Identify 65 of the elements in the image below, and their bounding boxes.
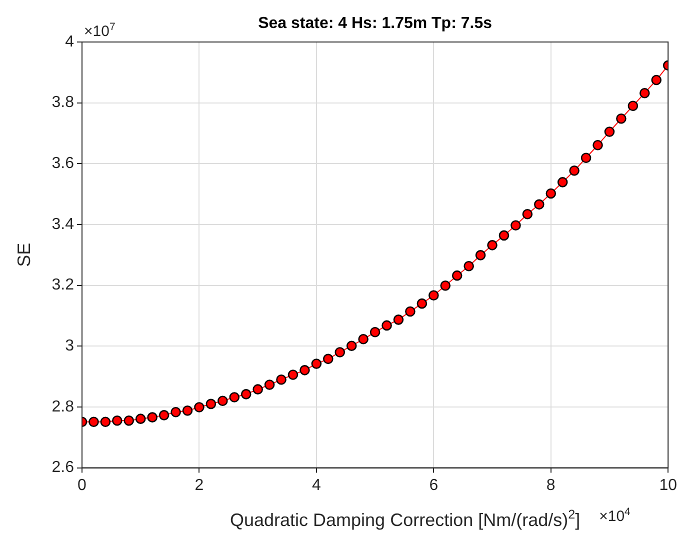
point [405,306,416,317]
x-tick-label: 2 [194,476,204,494]
point [475,250,486,260]
point [616,113,626,124]
point [264,380,275,390]
point [592,140,603,150]
point [240,389,252,400]
point [323,354,334,364]
point [334,347,346,358]
point [393,314,404,325]
point [510,220,521,231]
point [206,398,216,410]
x-tick-label: 10 [659,476,678,494]
point [288,370,298,380]
point [147,412,158,422]
y-tick-label: 3.4 [52,216,74,233]
y-tick-label: 4 [65,33,74,50]
point [170,406,181,418]
x-tick-label: 0 [78,476,87,494]
point [522,208,533,220]
y-tick-label: 3 [65,338,74,355]
point [487,240,498,250]
y-tick-label: 2.6 [52,459,74,476]
point [229,392,240,402]
point [252,384,263,394]
point [569,166,580,176]
point [640,88,650,98]
point [628,100,638,112]
point [100,416,111,428]
point [440,280,451,291]
point [428,290,439,300]
y-tick-label: 3.2 [52,276,74,294]
point [124,416,134,426]
y-axis-title: SE [14,242,34,267]
point [311,358,322,369]
point [182,405,193,416]
point [88,416,99,428]
point [135,414,146,424]
point [112,416,122,426]
y-tick-label: 3.6 [52,155,74,172]
point [557,177,568,188]
point [194,402,204,412]
point [498,230,510,241]
point [276,374,286,385]
x-tick-label: 4 [312,476,321,494]
x-tick-label: 6 [429,476,438,494]
x-tick-label: 8 [546,476,556,494]
point [358,334,368,344]
y-tick-label: 3.8 [52,94,74,112]
point [651,74,662,86]
point [580,152,592,164]
point [158,410,170,420]
point [218,396,228,406]
chart-title: Sea state: 4 Hs: 1.75m Tp: 7.5s [258,15,492,32]
point [382,320,392,331]
point [534,199,544,210]
point [546,188,556,199]
point [370,327,380,338]
point [300,365,310,376]
y-tick-label: 2.8 [52,398,74,416]
point [346,340,357,351]
point [416,298,428,309]
point [464,261,474,272]
point [452,270,462,281]
point [604,126,615,137]
